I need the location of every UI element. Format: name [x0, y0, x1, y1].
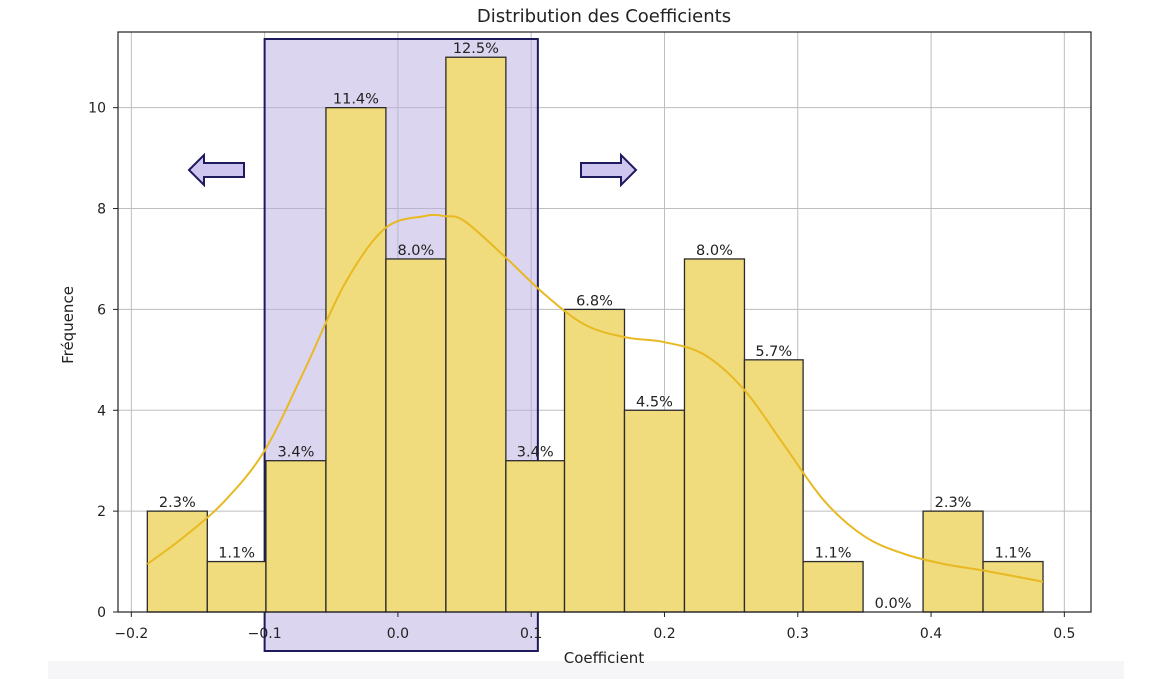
bar-value-label: 0.0% [875, 596, 912, 612]
bar-value-label: 8.0% [696, 243, 733, 259]
chart-title: Distribution des Coefficients [477, 6, 731, 27]
bar-value-label: 8.0% [397, 243, 434, 259]
x-tick-label: 0.0 [387, 626, 409, 642]
histogram-bar [802, 560, 864, 613]
plot-frame [117, 31, 1092, 613]
histogram-bar [445, 56, 507, 613]
y-tick-label: 0 [97, 605, 106, 621]
bar-value-label: 4.5% [636, 394, 673, 410]
kde-curve [146, 213, 1044, 583]
bars [146, 56, 1044, 613]
bar-value-label: 2.3% [935, 495, 972, 511]
kde-line [146, 213, 1044, 583]
y-tick-label: 10 [88, 101, 106, 117]
bar-value-label: 3.4% [278, 445, 315, 461]
histogram-bar [743, 359, 804, 613]
x-axis-title: Coefficient [564, 649, 645, 667]
y-axis-title: Fréquence [59, 286, 77, 364]
x-tick-label: 0.2 [653, 626, 675, 642]
bar-labels: 2.3% 1.1% 3.4% 11.4% 8.0% 12.5% 3.4% 6.8% 4.5% 8.… [159, 41, 1032, 612]
x-tick-label: 0.5 [1053, 626, 1075, 642]
bar-value-label: 1.1% [815, 546, 852, 562]
histogram-bar [683, 258, 746, 613]
bottom-strip [48, 661, 1124, 679]
bar-value-label: 3.4% [517, 445, 554, 461]
histogram-bar [325, 107, 387, 613]
histogram-bar [385, 258, 447, 613]
x-tick-label: 0.3 [787, 626, 809, 642]
x-tick-label: 0.1 [520, 626, 542, 642]
y-tick-label: 8 [97, 202, 106, 218]
bar-value-label: 1.1% [218, 546, 255, 562]
arrow-annotations [187, 152, 638, 188]
histogram-bar [623, 409, 686, 613]
bar-value-label: 1.1% [995, 546, 1032, 562]
histogram-bar [563, 308, 626, 613]
histogram-bar [265, 460, 327, 613]
histogram-bar [206, 560, 267, 613]
bar-value-label: 6.8% [576, 293, 613, 309]
y-tick-label: 6 [97, 302, 106, 318]
y-tick-label: 2 [97, 504, 106, 520]
histogram-bar [982, 560, 1044, 613]
bar-value-label: 2.3% [159, 495, 196, 511]
x-tick-label: −0.2 [114, 626, 148, 642]
arrow-right-icon [580, 152, 638, 188]
axis-ticks: −0.2 −0.1 0.0 0.1 0.2 0.3 0.4 0.5 0 2 4 6 8 10 [88, 101, 1075, 642]
y-tick-label: 4 [97, 403, 106, 419]
bar-value-label: 11.4% [333, 92, 379, 108]
x-tick-label: 0.4 [920, 626, 942, 642]
histogram-bar [146, 510, 208, 613]
bar-value-label: 5.7% [755, 344, 792, 360]
arrow-left-icon [187, 152, 245, 188]
x-tick-label: −0.1 [248, 626, 282, 642]
histogram-bar [505, 460, 566, 613]
bar-value-label: 12.5% [453, 41, 499, 57]
